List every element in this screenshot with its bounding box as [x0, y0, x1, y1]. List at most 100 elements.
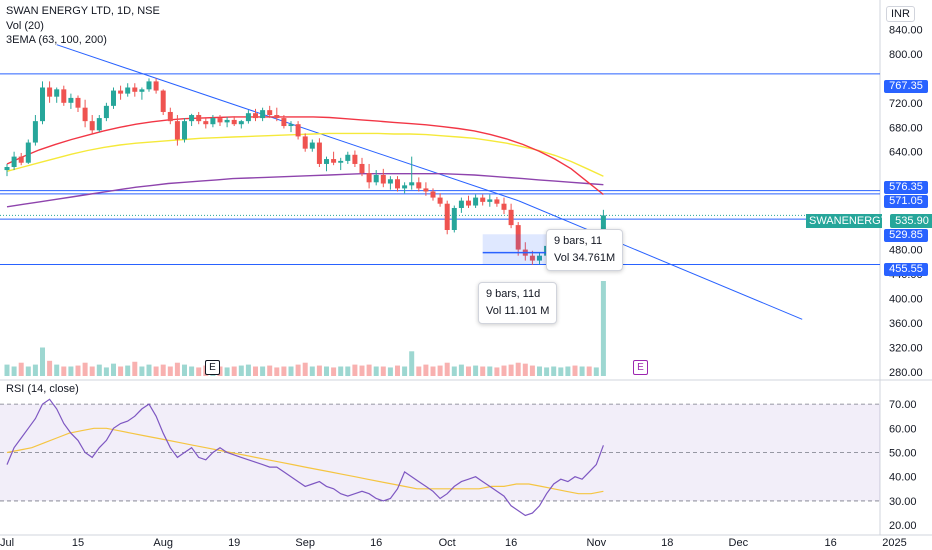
candle-body: [32, 121, 38, 143]
price-tag[interactable]: 455.55: [884, 263, 928, 276]
rsi-tick-label: 70.00: [889, 399, 917, 411]
volume-bar: [89, 366, 95, 376]
candle-body: [238, 121, 244, 125]
symbol-tag[interactable]: SWANENERGY 535.90: [806, 214, 932, 228]
volume-bar: [387, 367, 393, 376]
candle-body: [324, 159, 329, 164]
candle-body: [345, 154, 351, 161]
volume-bar: [217, 366, 223, 376]
candle-body: [295, 124, 301, 137]
volume-bar: [508, 364, 514, 376]
price-tag[interactable]: 576.35: [884, 181, 928, 194]
candle-body: [75, 97, 81, 108]
rsi-line: [6, 398, 604, 517]
candle-body: [217, 118, 223, 123]
candle-body: [380, 174, 386, 184]
volume-bar: [451, 366, 457, 376]
volume-bar: [40, 347, 45, 376]
time-tick-label: 16: [505, 537, 517, 549]
candle-body: [402, 185, 408, 189]
currency-label[interactable]: INR: [886, 6, 915, 22]
candle-body: [473, 197, 479, 206]
earnings-marker-future[interactable]: E: [633, 360, 648, 375]
price-tick-label: 680.00: [889, 122, 923, 134]
volume-bar: [238, 365, 244, 376]
volume-bar: [494, 367, 500, 376]
rsi-band: [0, 403, 880, 502]
rsi-legend[interactable]: RSI (14, close): [6, 383, 79, 395]
candle-body: [96, 118, 102, 131]
price-tag[interactable]: 767.35: [884, 80, 928, 93]
volume-legend[interactable]: Vol (20): [6, 20, 44, 32]
candle-body: [260, 110, 266, 119]
volume-bar: [125, 365, 131, 376]
volume-bar: [61, 366, 67, 376]
candle-body: [274, 115, 280, 119]
volume-bar: [167, 366, 173, 376]
measure-tooltip-bottom: 9 bars, 11d Vol 11.101 M: [478, 282, 558, 324]
candle-body: [4, 167, 10, 171]
candle-body: [61, 89, 67, 103]
volume-bar: [18, 362, 24, 376]
volume-bar: [111, 363, 116, 376]
volume-bar: [409, 351, 415, 376]
volume-bar: [75, 365, 81, 376]
time-tick-label: 2025: [882, 537, 906, 549]
candle-body: [25, 142, 31, 163]
volume-bar: [402, 366, 408, 376]
time-tick-label: 16: [370, 537, 382, 549]
candle-body: [231, 119, 237, 125]
candle-body: [253, 113, 258, 119]
price-tag[interactable]: 571.05: [884, 195, 928, 208]
ema-63-line: [6, 116, 604, 196]
volume-bar: [338, 366, 344, 376]
rsi-lines: [6, 398, 604, 517]
volume-bar: [253, 366, 258, 376]
candle-body: [331, 159, 337, 163]
volume-bar: [260, 366, 266, 376]
candle-body: [281, 118, 287, 127]
ema-legend[interactable]: 3EMA (63, 100, 200): [6, 34, 107, 46]
candle-body: [203, 121, 209, 125]
volume-bar: [245, 364, 251, 376]
volume-bar: [352, 364, 358, 376]
volume-bar: [522, 363, 528, 376]
earnings-marker[interactable]: E: [205, 360, 220, 375]
volume-bar: [458, 364, 464, 376]
volume-bar: [54, 364, 60, 376]
volume-bar: [288, 366, 294, 376]
volume-bar: [146, 364, 152, 376]
candle-body: [508, 209, 514, 226]
volume-bar: [537, 366, 542, 376]
rsi-tick-label: 30.00: [889, 496, 917, 508]
candle-body: [132, 87, 138, 92]
volume-bar: [480, 366, 486, 376]
time-tick-label: 16: [824, 537, 836, 549]
volume-bar: [309, 366, 315, 376]
time-axis[interactable]: Jul 15 Aug 19 Sep 16 Oct 16 Nov 18 Dec 16 2025: [0, 537, 907, 549]
candle-body: [118, 90, 124, 94]
candle-body: [103, 105, 109, 119]
candle-body: [515, 225, 521, 250]
candle-body: [387, 179, 393, 184]
volume-bar: [473, 365, 479, 376]
candle-body: [125, 87, 131, 94]
volume-bar: [444, 362, 450, 376]
volume-bar: [430, 366, 436, 376]
candle-body: [139, 89, 145, 92]
price-tag[interactable]: 529.85: [884, 229, 928, 242]
price-tick-label: 320.00: [889, 342, 923, 354]
candle-body: [430, 191, 436, 198]
volume-bar: [153, 366, 159, 376]
chart-title[interactable]: SWAN ENERGY LTD, 1D, NSE: [6, 5, 160, 17]
rsi-axis[interactable]: 70.00 60.00 50.00 40.00 30.00 20.00: [889, 399, 917, 532]
volume-bar: [600, 281, 606, 376]
volume-bar: [501, 365, 507, 376]
candle-body: [352, 154, 358, 164]
volume-bar: [281, 366, 287, 376]
volume-bar: [529, 365, 535, 376]
volume-bar: [366, 364, 372, 376]
candle-body: [267, 110, 273, 116]
candle-body: [338, 160, 344, 163]
